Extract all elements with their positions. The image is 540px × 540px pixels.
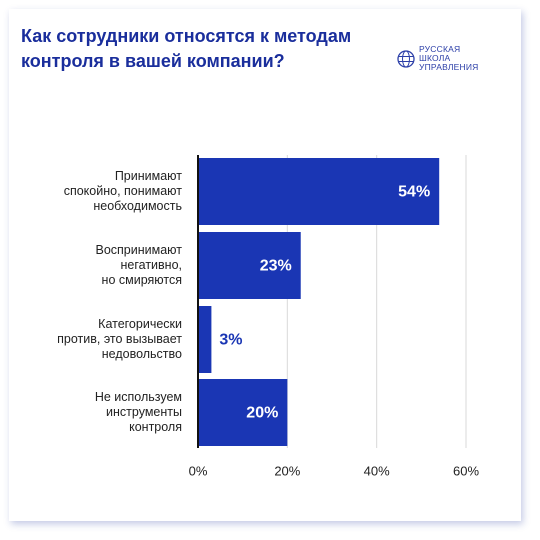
data-label: 54% xyxy=(398,184,430,201)
category-label: Категорически xyxy=(98,317,182,331)
category-label: недовольство xyxy=(102,347,182,361)
category-label: Воспринимают xyxy=(96,243,183,257)
globe-logo-icon xyxy=(397,49,415,68)
logo-line-2: ШКОЛА xyxy=(419,53,451,63)
bar xyxy=(198,379,288,446)
chart-title: Как сотрудники относятся к методам контр… xyxy=(21,26,352,71)
data-label: 20% xyxy=(246,405,278,422)
category-label: против, это вызывает xyxy=(57,332,182,346)
x-tick-label: 40% xyxy=(364,463,390,478)
category-label: инструменты xyxy=(106,405,182,419)
logo-line-3: УПРАВЛЕНИЯ xyxy=(419,62,479,72)
data-label: 3% xyxy=(219,332,242,349)
x-tick-label: 20% xyxy=(274,463,300,478)
logo-text: РУССКАЯ ШКОЛА УПРАВЛЕНИЯ xyxy=(419,45,479,72)
category-label: но смиряются xyxy=(102,273,182,287)
x-tick-label: 0% xyxy=(189,463,208,478)
category-label: Не используем xyxy=(95,390,182,404)
category-label: Принимают xyxy=(115,169,182,183)
x-tick-label: 60% xyxy=(453,463,479,478)
category-label: негативно, xyxy=(121,258,183,272)
logo-line-1: РУССКАЯ xyxy=(419,44,461,54)
bar xyxy=(198,158,440,225)
category-label: контроля xyxy=(129,420,182,434)
category-label: необходимость xyxy=(93,199,182,213)
bar xyxy=(198,306,212,373)
school-logo: РУССКАЯ ШКОЛА УПРАВЛЕНИЯ xyxy=(397,45,479,72)
bar xyxy=(198,232,301,299)
category-label: спокойно, понимают xyxy=(64,184,183,198)
data-label: 23% xyxy=(260,258,292,275)
